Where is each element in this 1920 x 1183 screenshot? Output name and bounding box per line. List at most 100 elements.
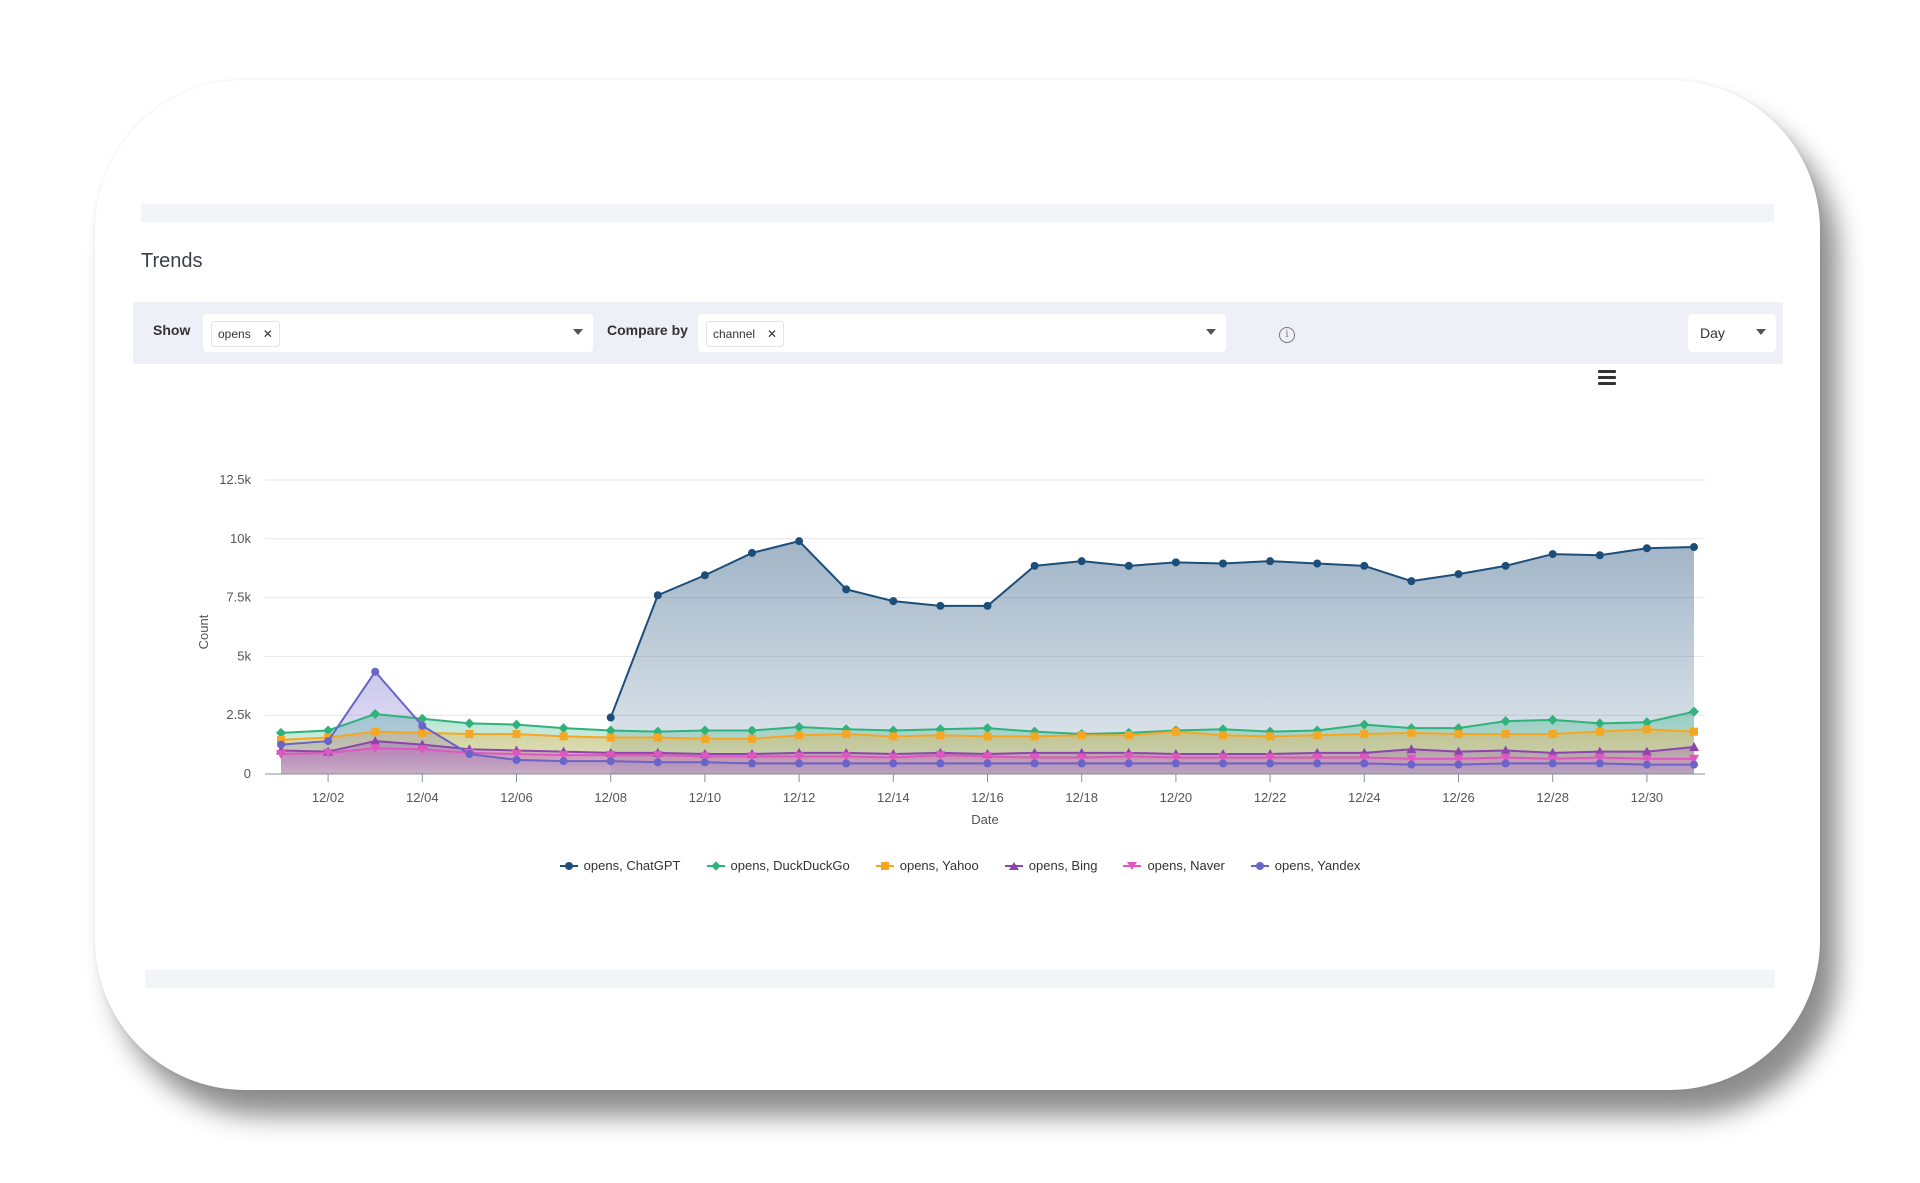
data-point <box>1171 727 1180 736</box>
chevron-down-icon[interactable] <box>1756 329 1766 335</box>
data-point <box>1501 730 1510 739</box>
data-point <box>1690 727 1698 736</box>
compare-chip-label: channel <box>713 327 756 341</box>
data-point <box>1219 731 1227 740</box>
data-point <box>1313 559 1322 568</box>
data-point <box>1123 752 1134 762</box>
data-point <box>1548 759 1557 768</box>
data-point <box>276 727 286 738</box>
data-point <box>370 736 381 746</box>
x-tick-label: 12/14 <box>877 790 910 805</box>
data-point <box>1500 716 1511 727</box>
data-point <box>936 759 945 768</box>
data-point <box>1076 753 1087 763</box>
data-point <box>323 725 334 736</box>
data-point <box>700 758 709 767</box>
interval-select[interactable]: Day <box>1688 314 1776 352</box>
data-point <box>1453 746 1464 756</box>
data-point <box>559 757 568 766</box>
data-point <box>511 719 522 730</box>
data-point <box>936 731 945 740</box>
data-point <box>465 750 474 759</box>
show-chip: opens ✕ <box>211 321 280 347</box>
legend-item[interactable]: opens, Naver <box>1123 858 1225 873</box>
legend-item[interactable]: opens, DuckDuckGo <box>706 858 850 873</box>
chevron-down-icon[interactable] <box>1206 329 1216 335</box>
data-point <box>1124 731 1133 740</box>
data-point <box>1218 753 1228 763</box>
legend-item[interactable]: opens, Yahoo <box>875 858 979 873</box>
data-point <box>1266 732 1275 741</box>
legend-shape <box>1255 861 1264 870</box>
data-point <box>1406 754 1417 764</box>
data-point <box>1690 760 1698 769</box>
data-point <box>559 732 568 741</box>
data-point <box>417 713 428 724</box>
data-point <box>1547 754 1558 764</box>
data-point <box>606 733 615 742</box>
data-point <box>700 734 709 743</box>
close-icon[interactable]: ✕ <box>262 327 273 341</box>
data-point <box>1500 753 1511 763</box>
legend-item[interactable]: opens, Bing <box>1004 858 1097 873</box>
legend-marker <box>875 861 894 871</box>
compare-chip: channel ✕ <box>706 321 785 347</box>
series-area <box>610 541 1695 774</box>
card-content: Trends Show opens ✕ Compare by channel ✕… <box>95 80 1820 1090</box>
y-tick-label: 10k <box>230 531 251 546</box>
data-point <box>1642 760 1651 769</box>
show-label: Show <box>153 322 191 338</box>
data-point <box>1313 759 1322 768</box>
data-point <box>1030 732 1039 741</box>
data-point <box>935 751 946 761</box>
data-point <box>842 730 851 739</box>
legend-shape <box>1008 861 1019 870</box>
data-point <box>794 721 805 732</box>
chevron-down-icon[interactable] <box>573 329 583 335</box>
interval-value: Day <box>1700 325 1725 341</box>
legend-label: opens, Yahoo <box>899 858 979 873</box>
data-point <box>370 744 381 754</box>
data-point <box>371 667 380 676</box>
data-point <box>1595 551 1604 560</box>
compare-select[interactable]: channel ✕ <box>698 314 1226 352</box>
data-point <box>748 734 756 743</box>
data-point <box>1171 759 1180 768</box>
data-point <box>1641 746 1652 756</box>
data-point <box>653 733 662 742</box>
data-point <box>1407 760 1416 769</box>
x-tick-label: 12/06 <box>500 790 533 805</box>
data-point <box>1030 759 1039 768</box>
show-select[interactable]: opens ✕ <box>203 314 593 352</box>
data-point <box>1312 753 1323 763</box>
data-point <box>417 745 428 755</box>
data-point <box>888 753 899 763</box>
close-icon[interactable]: ✕ <box>767 327 778 341</box>
data-point <box>1124 759 1133 768</box>
data-point <box>841 752 852 762</box>
data-point <box>1690 543 1698 552</box>
data-point <box>418 721 427 730</box>
legend-marker <box>1123 861 1142 871</box>
data-point <box>653 591 662 600</box>
data-point <box>889 759 898 768</box>
data-point <box>842 759 851 768</box>
data-point <box>558 751 569 761</box>
page-title: Trends <box>141 250 203 272</box>
data-point <box>277 740 285 749</box>
legend-item[interactable]: opens, Yandex <box>1250 858 1361 873</box>
data-point <box>1029 753 1040 763</box>
x-axis-title: Date <box>971 812 998 827</box>
data-point <box>748 548 756 557</box>
data-point <box>1124 561 1133 570</box>
info-icon[interactable]: i <box>1279 327 1295 343</box>
legend-label: opens, Yandex <box>1274 858 1361 873</box>
data-point <box>605 751 616 761</box>
data-point <box>936 601 945 610</box>
y-tick-label: 12.5k <box>219 472 251 487</box>
data-point <box>1266 557 1275 566</box>
legend-item[interactable]: opens, ChatGPT <box>559 858 681 873</box>
data-point <box>842 585 851 594</box>
data-point <box>464 718 475 729</box>
hamburger-icon[interactable] <box>1598 370 1616 388</box>
